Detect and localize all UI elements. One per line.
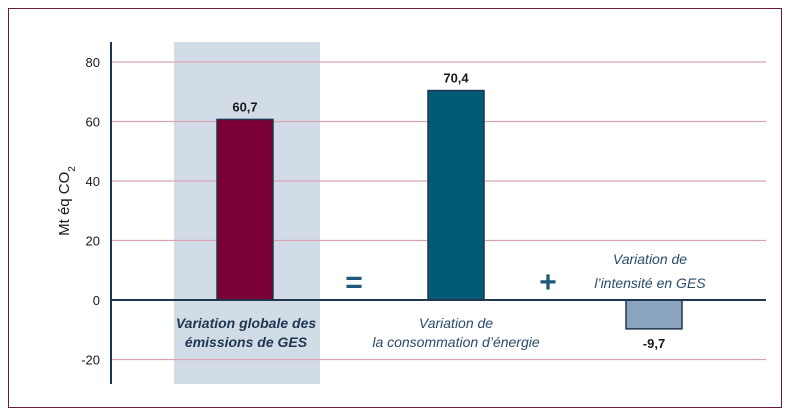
y-tick-label: 80 bbox=[86, 55, 100, 70]
y-tick-label: 20 bbox=[86, 234, 100, 249]
category-label: la consommation d’énergie bbox=[372, 334, 540, 350]
bar-chart: -20 0 20 40 60 80 60,7 70,4 -9,7 Variation glob… bbox=[56, 42, 766, 384]
category-label: émissions de GES bbox=[185, 334, 308, 350]
value-labels: 60,7 70,4 -9,7 bbox=[232, 71, 665, 351]
y-tick-labels: -20 0 20 40 60 80 bbox=[81, 55, 100, 368]
y-tick-label: 40 bbox=[86, 174, 100, 189]
y-tick-label: -20 bbox=[81, 353, 100, 368]
bar bbox=[625, 299, 683, 330]
operator-symbol: + bbox=[539, 266, 557, 299]
axes bbox=[110, 42, 766, 384]
chart-frame: -20 0 20 40 60 80 60,7 70,4 -9,7 Variation glob… bbox=[8, 8, 782, 408]
y-axis-label: Mt éq CO2 bbox=[56, 166, 78, 236]
category-label: Variation globale des bbox=[176, 315, 317, 331]
bars bbox=[216, 89, 683, 330]
bar bbox=[427, 89, 485, 301]
operator-symbol: = bbox=[345, 266, 363, 299]
bar bbox=[216, 118, 274, 301]
y-tick-label: 0 bbox=[93, 293, 100, 308]
value-label: 70,4 bbox=[443, 71, 469, 86]
category-label: Variation de bbox=[613, 251, 687, 267]
y-tick-label: 60 bbox=[86, 115, 100, 130]
operators: = + bbox=[345, 266, 557, 299]
category-label: Variation de bbox=[419, 315, 493, 331]
value-label: 60,7 bbox=[232, 99, 257, 114]
y-axis-label-main: Mt éq CO bbox=[56, 172, 73, 236]
category-label: l’intensité en GES bbox=[594, 275, 706, 291]
y-axis-label-subscript: 2 bbox=[67, 166, 78, 172]
value-label: -9,7 bbox=[643, 336, 665, 351]
category-labels: Variation globale des émissions de GES Var… bbox=[176, 251, 706, 350]
